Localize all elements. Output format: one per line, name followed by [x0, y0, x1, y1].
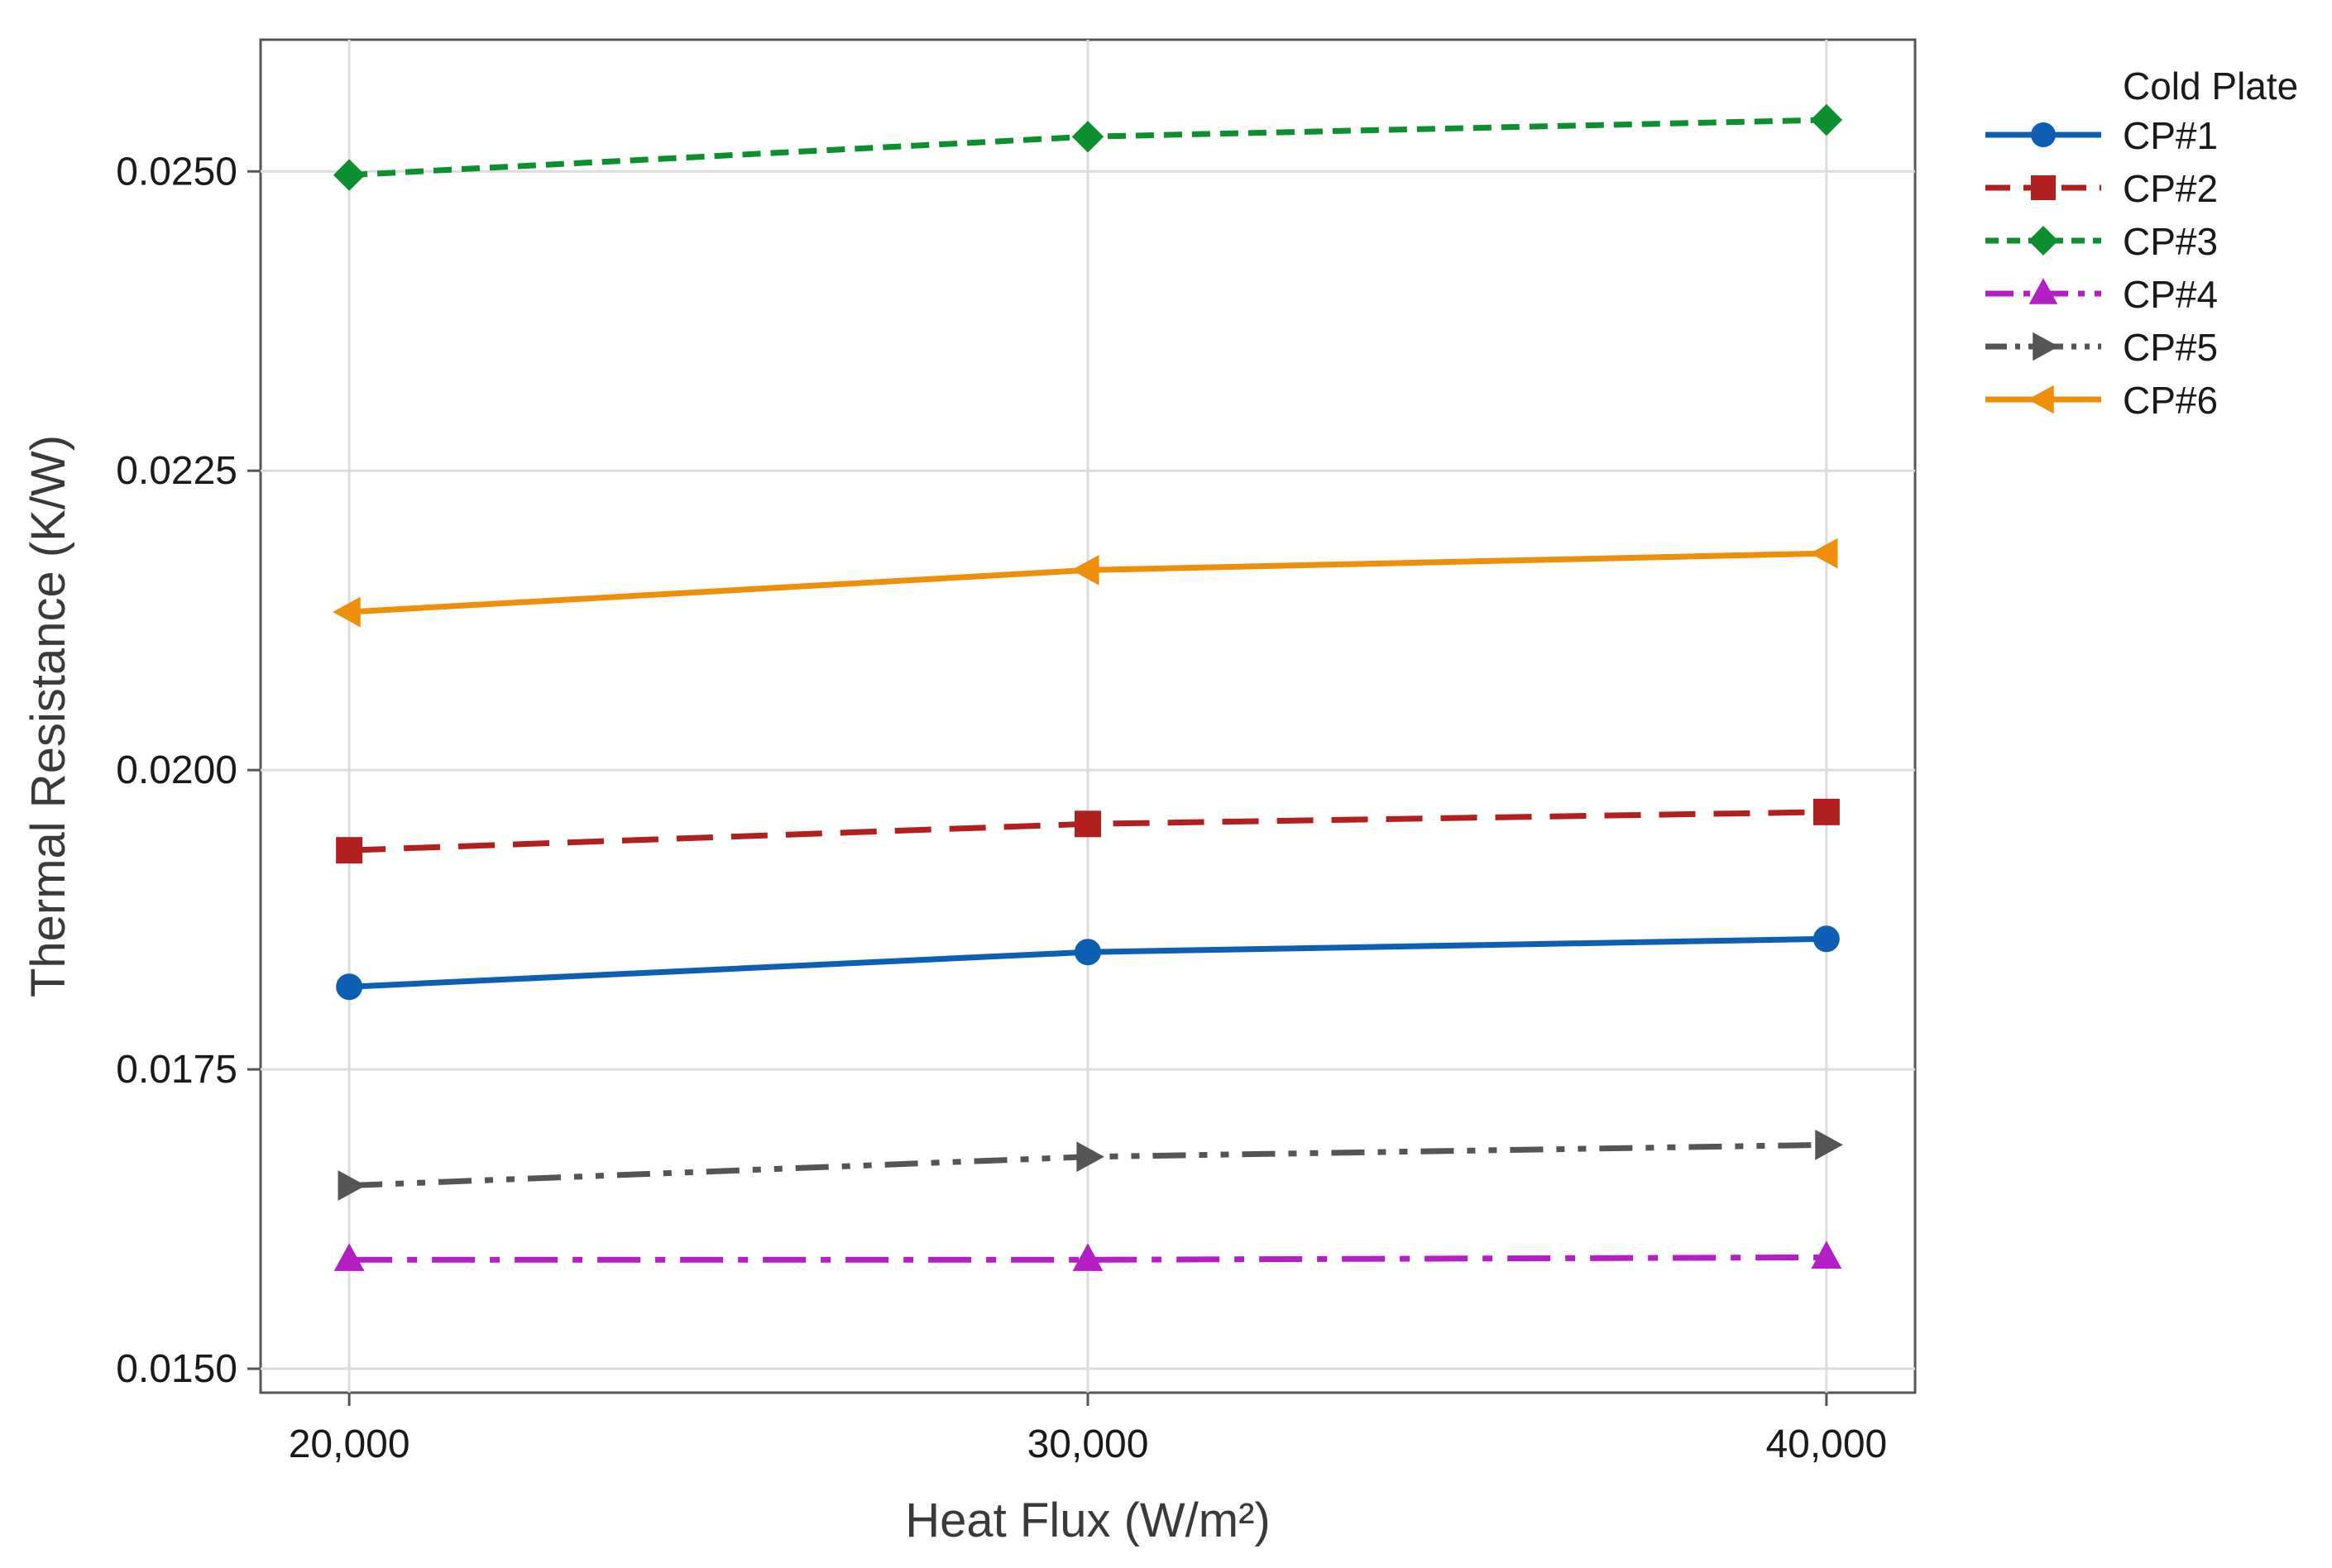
x-tick-label: 40,000	[1765, 1422, 1887, 1466]
x-tick-label: 30,000	[1027, 1422, 1149, 1466]
y-tick-label: 0.0250	[116, 150, 237, 194]
series-cp5	[338, 1129, 1843, 1201]
legend-item: CP#2	[1985, 167, 2218, 210]
data-point	[1811, 1241, 1842, 1269]
legend-label: CP#4	[2123, 273, 2218, 316]
data-point	[1071, 554, 1099, 586]
x-axis-title: Heat Flux (W/m²)	[905, 1494, 1270, 1547]
y-axis-title: Thermal Resistance (K/W)	[22, 435, 75, 997]
series-cp3	[333, 103, 1843, 191]
legend-item: CP#4	[1985, 273, 2218, 316]
legend-title: Cold Plate	[2123, 65, 2298, 108]
legend-marker	[2031, 122, 2056, 147]
data-point	[1076, 1141, 1104, 1173]
series-cp6	[333, 538, 1838, 628]
x-axis: 20,000 30,000 40,000	[289, 1393, 1887, 1466]
legend-item: CP#3	[1985, 220, 2218, 263]
legend-item: CP#5	[1985, 326, 2218, 369]
legend-label: CP#5	[2123, 326, 2218, 369]
x-tick-label: 20,000	[289, 1422, 410, 1466]
data-point	[333, 159, 366, 191]
legend-marker	[2031, 175, 2056, 200]
data-point	[1815, 1129, 1843, 1160]
series-cp4	[333, 1241, 1842, 1271]
legend-item: CP#1	[1985, 114, 2218, 157]
data-point	[1071, 121, 1104, 153]
legend-label: CP#3	[2123, 220, 2218, 263]
y-axis: 0.0150 0.0175 0.0200 0.0225 0.0250	[116, 150, 261, 1391]
series-layer	[333, 103, 1843, 1271]
series-cp1	[336, 925, 1840, 1001]
y-tick-label: 0.0200	[116, 748, 237, 792]
legend-label: CP#2	[2123, 167, 2218, 210]
legend-label: CP#1	[2123, 114, 2218, 157]
data-point	[336, 973, 363, 1001]
y-tick-label: 0.0225	[116, 449, 237, 493]
data-point	[1075, 939, 1101, 966]
legend-item: CP#6	[1985, 379, 2218, 422]
legend-marker	[2028, 278, 2058, 304]
legend-label: CP#6	[2123, 379, 2218, 422]
series-cp2	[336, 798, 1840, 864]
legend-marker	[2028, 385, 2054, 414]
data-point	[338, 1170, 366, 1201]
y-tick-label: 0.0175	[116, 1048, 237, 1092]
data-point	[1812, 798, 1840, 825]
legend-marker	[2033, 332, 2059, 361]
data-point	[333, 1243, 365, 1271]
grid-lines	[261, 40, 1915, 1393]
data-point	[336, 837, 363, 864]
data-point	[1812, 925, 1840, 953]
legend-marker	[2028, 226, 2058, 256]
legend: Cold Plate CP#1 CP#2 CP#3 CP#4 CP#5 CP#6	[1985, 65, 2298, 422]
data-point	[1075, 810, 1101, 838]
data-point	[333, 596, 361, 628]
data-point	[1072, 1243, 1104, 1271]
data-point	[1810, 103, 1843, 136]
y-tick-label: 0.0150	[116, 1347, 237, 1391]
data-point	[1809, 538, 1838, 569]
